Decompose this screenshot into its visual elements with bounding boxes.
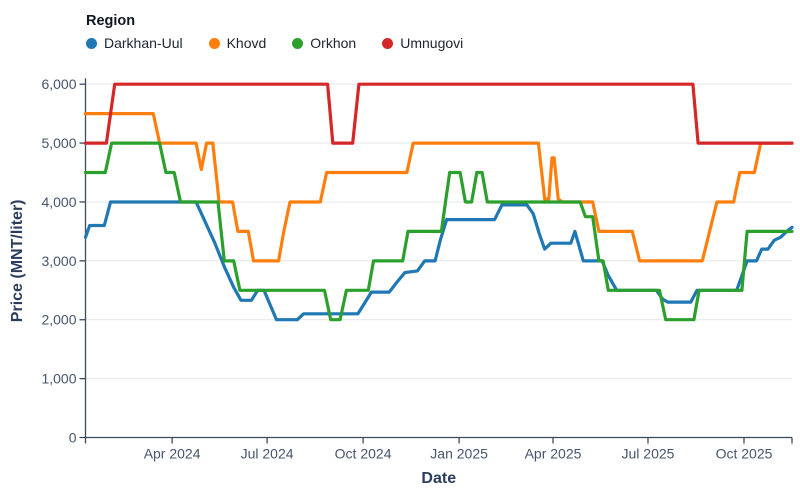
legend-title: Region [86,13,136,29]
legend-item-label: Darkhan-Uul [104,35,183,51]
x-tick-label-oct-2024: Oct 2024 [335,446,392,462]
y-tick-label-6000: 6,000 [41,76,76,92]
x-tick-label-oct-2025: Oct 2025 [716,446,773,462]
legend-item-label: Umnugovi [400,35,464,51]
y-tick-label-3000: 3,000 [41,253,76,269]
legend-item-label: Orkhon [310,35,357,51]
legend-swatch-icon [208,37,220,49]
x-tick-label-apr-2025: Apr 2025 [525,446,582,462]
legend-swatch-icon [382,37,394,49]
legend-item-label: Khovd [226,35,267,51]
legend-item-darkhan-uul[interactable]: Darkhan-Uul [86,35,183,51]
y-tick-label-4000: 4,000 [41,194,76,210]
y-axis-title: Price (MNT/liter) [9,200,26,323]
y-tick-label-2000: 2,000 [41,312,76,328]
y-tick-label-0: 0 [69,430,77,446]
legend-item-orkhon[interactable]: Orkhon [292,35,356,51]
legend-item-umnugovi[interactable]: Umnugovi [382,35,463,51]
y-tick-label-1000: 1,000 [41,371,76,387]
legend-swatch-icon [86,37,97,49]
legend: Region Darkhan-Uul Khovd Orkhon Umnugovi [86,13,463,51]
x-tick-label-jan-2025: Jan 2025 [430,446,488,462]
series-line-orkhon [83,141,794,322]
legend-items: Darkhan-Uul Khovd Orkhon Umnugovi [86,35,463,51]
x-tick-label-jul-2025: Jul 2025 [622,446,675,462]
x-tick-label-apr-2024: Apr 2024 [144,446,201,462]
x-axis-title: Date [421,470,456,487]
series-line-umnugovi [83,82,794,145]
series-line-khovd [83,112,794,263]
y-tick-label-5000: 5,000 [41,135,76,151]
x-tick-label-jul-2024: Jul 2024 [241,446,294,462]
legend-swatch-icon [292,37,304,49]
legend-item-khovd[interactable]: Khovd [208,35,267,51]
